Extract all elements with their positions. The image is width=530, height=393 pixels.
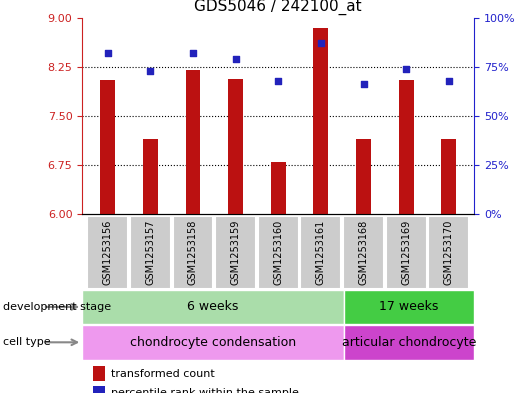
Bar <box>82 325 343 360</box>
Bar <box>186 70 200 214</box>
Text: percentile rank within the sample: percentile rank within the sample <box>111 388 298 393</box>
Text: 6 weeks: 6 weeks <box>187 300 239 314</box>
Text: GSM1253170: GSM1253170 <box>444 220 454 285</box>
Text: GSM1253157: GSM1253157 <box>145 220 155 285</box>
Text: transformed count: transformed count <box>111 369 214 379</box>
Text: cell type: cell type <box>3 337 50 347</box>
Bar <box>428 216 469 289</box>
Text: GSM1253160: GSM1253160 <box>273 220 283 285</box>
Bar <box>100 80 115 214</box>
Text: chondrocyte condensation: chondrocyte condensation <box>130 336 296 349</box>
Text: 17 weeks: 17 weeks <box>379 300 439 314</box>
Bar <box>93 386 105 393</box>
Bar <box>399 80 413 214</box>
Point <box>103 50 112 56</box>
Bar <box>356 139 371 214</box>
Point <box>274 77 282 84</box>
Bar <box>143 139 158 214</box>
Bar <box>130 216 171 289</box>
Bar <box>93 366 105 381</box>
Text: GSM1253159: GSM1253159 <box>231 220 241 285</box>
Point <box>359 81 368 88</box>
Bar <box>441 139 456 214</box>
Bar <box>173 216 214 289</box>
Text: GSM1253161: GSM1253161 <box>316 220 326 285</box>
Bar <box>343 216 384 289</box>
Point <box>402 66 410 72</box>
Point <box>232 56 240 62</box>
Bar <box>215 216 256 289</box>
Point <box>445 77 453 84</box>
Bar <box>82 290 343 324</box>
Text: GSM1253169: GSM1253169 <box>401 220 411 285</box>
Text: GSM1253156: GSM1253156 <box>103 220 113 285</box>
Bar <box>271 162 286 214</box>
Bar <box>228 79 243 214</box>
Bar <box>301 216 341 289</box>
Point <box>146 68 155 74</box>
Title: GDS5046 / 242100_at: GDS5046 / 242100_at <box>195 0 362 15</box>
Bar <box>343 290 474 324</box>
Text: development stage: development stage <box>3 302 111 312</box>
Point <box>316 40 325 46</box>
Point <box>189 50 197 56</box>
Text: GSM1253168: GSM1253168 <box>358 220 368 285</box>
Bar <box>386 216 427 289</box>
Text: articular chondrocyte: articular chondrocyte <box>342 336 476 349</box>
Bar <box>87 216 128 289</box>
Bar <box>343 325 474 360</box>
Text: GSM1253158: GSM1253158 <box>188 220 198 285</box>
Bar <box>258 216 299 289</box>
Bar <box>313 28 329 214</box>
